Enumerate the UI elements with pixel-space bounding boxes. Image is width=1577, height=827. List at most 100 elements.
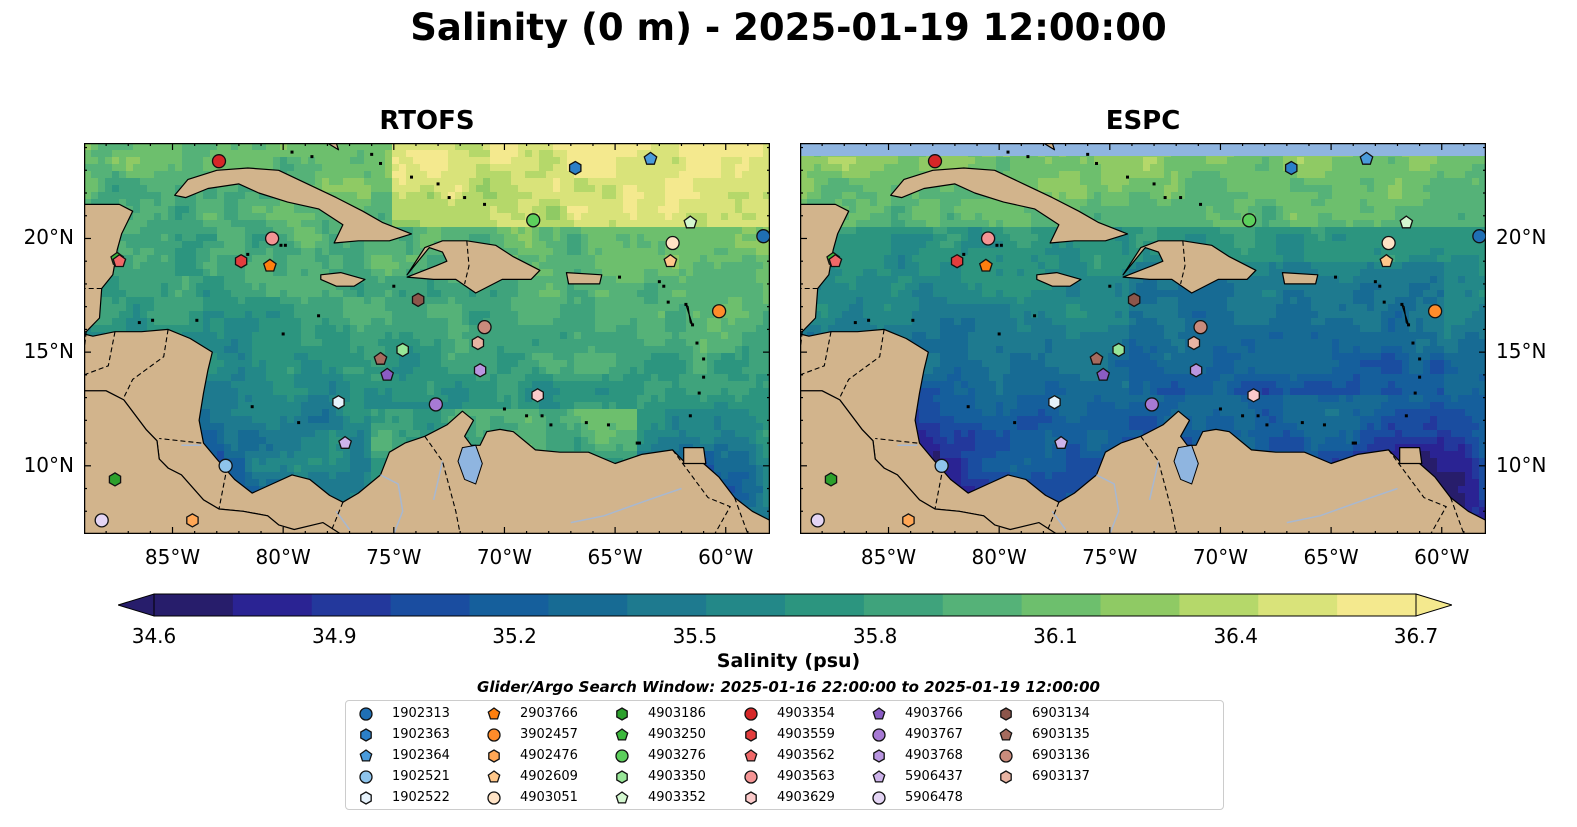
land-trinidad <box>1399 447 1423 465</box>
land-trinidad <box>683 447 707 465</box>
float-4902609 <box>1379 253 1394 268</box>
circle-marker-icon <box>744 770 758 784</box>
colorbar-tick-label: 36.7 <box>1393 624 1439 648</box>
legend-label: 4903350 <box>648 769 706 784</box>
colorbar-segment <box>1100 594 1180 616</box>
circle-marker-icon <box>744 707 758 721</box>
colorbar-tick-label: 36.1 <box>1033 624 1078 648</box>
float-4903563 <box>264 231 280 246</box>
legend-label: 1902522 <box>392 790 450 805</box>
float-2903766 <box>978 258 993 272</box>
map-frame <box>800 143 1486 534</box>
float-1902363 <box>1284 160 1298 176</box>
colorbar-segment <box>627 594 707 616</box>
pentagon-marker-icon <box>615 791 629 804</box>
land <box>84 143 770 534</box>
float-1902313 <box>756 229 770 244</box>
hexagon-marker-icon <box>1000 707 1012 721</box>
float-4903629 <box>1247 388 1260 403</box>
float-5906437 <box>1054 435 1069 449</box>
float-4903562 <box>828 253 843 268</box>
hexagon-marker-icon <box>1000 770 1012 784</box>
land-cuba <box>174 167 413 244</box>
land-cuba <box>890 167 1129 244</box>
legend-label: 4903354 <box>777 706 835 721</box>
land-yucatan <box>84 203 134 333</box>
hexagon-marker-icon <box>360 791 372 805</box>
land-jamaica <box>1036 272 1082 287</box>
hexagon-marker-icon <box>616 770 628 784</box>
colorbar-segment <box>1179 594 1259 616</box>
legend-label: 4903559 <box>777 727 835 742</box>
lon-tick-label: 75°W <box>1082 545 1138 569</box>
circle-marker-icon <box>872 728 886 742</box>
lon-tick-label: 65°W <box>587 545 643 569</box>
pentagon-marker-icon <box>487 770 501 783</box>
float-4903559 <box>234 253 248 269</box>
small-islands <box>137 150 706 445</box>
float-4903276 <box>526 213 541 228</box>
figure-title: Salinity (0 m) - 2025-01-19 12:00:00 <box>410 6 1167 49</box>
float-4903766 <box>380 367 395 381</box>
legend-label: 4903051 <box>520 790 578 805</box>
land-puertorico <box>1281 272 1319 285</box>
hexagon-marker-icon <box>360 728 372 742</box>
float-6903136 <box>1193 319 1208 335</box>
colorbar-tick-label: 35.5 <box>672 624 718 648</box>
legend-label: 4902609 <box>520 769 578 784</box>
hexagon-marker-icon <box>873 749 885 763</box>
pentagon-marker-icon <box>872 770 886 783</box>
float-1902522 <box>332 394 345 410</box>
land-jamaica <box>320 272 366 287</box>
panel-title-rtofs: RTOFS <box>379 106 475 136</box>
float-4902609 <box>663 253 678 268</box>
lat-tick-label: 20°N <box>1496 225 1547 250</box>
float-markers <box>810 151 1486 528</box>
lake-maracaibo <box>457 444 483 485</box>
float-1902521 <box>934 458 949 473</box>
colorbar-segment <box>154 594 234 616</box>
land-central2 <box>800 390 1058 534</box>
lon-tick-label: 60°W <box>1414 545 1470 569</box>
lon-tick-label: 60°W <box>698 545 754 569</box>
circle-marker-icon <box>359 770 373 784</box>
legend-label: 3902457 <box>520 727 578 742</box>
colorbar-segment <box>706 594 786 616</box>
pentagon-marker-icon <box>359 749 373 762</box>
salinity-map-rtofs <box>84 143 770 534</box>
lat-tick-label: 15°N <box>23 339 74 364</box>
pentagon-marker-icon <box>872 707 886 720</box>
land-bahamas1 <box>326 143 340 151</box>
legend-label: 4903768 <box>905 748 963 763</box>
lon-tick-label: 70°W <box>1192 545 1249 569</box>
lake-maracaibo <box>1173 444 1199 485</box>
circle-marker-icon <box>359 707 373 721</box>
small-islands <box>853 150 1422 445</box>
map-ticks <box>800 143 1486 534</box>
float-4902476 <box>186 513 199 528</box>
land-small <box>685 303 694 326</box>
circle-marker-icon <box>615 749 629 763</box>
float-4903276 <box>1242 213 1257 228</box>
float-5906437 <box>338 435 353 449</box>
lon-tick-label: 80°W <box>971 545 1027 569</box>
lat-tick-label: 10°N <box>1496 452 1547 477</box>
legend-label: 4903250 <box>648 727 706 742</box>
legend-label: 6903135 <box>1032 727 1090 742</box>
float-2903766 <box>262 258 277 272</box>
float-1902363 <box>568 160 582 176</box>
lon-tick-label: 85°W <box>144 545 201 569</box>
legend-label: 1902363 <box>392 727 450 742</box>
float-6903136 <box>477 319 492 335</box>
float-3902457 <box>1427 304 1443 319</box>
circle-marker-icon <box>487 728 501 742</box>
land <box>800 143 1486 534</box>
legend-label: 6903137 <box>1032 769 1090 784</box>
hexagon-marker-icon <box>616 707 628 721</box>
map-frame <box>84 143 770 534</box>
land-hispaniola <box>406 240 541 294</box>
float-legend: 1902313 1902363 1902364 1902521 1902522 29037… <box>345 700 1224 810</box>
colorbar-tick-label: 34.9 <box>312 624 357 648</box>
float-6903137 <box>471 335 485 351</box>
float-1902313 <box>1472 229 1486 244</box>
